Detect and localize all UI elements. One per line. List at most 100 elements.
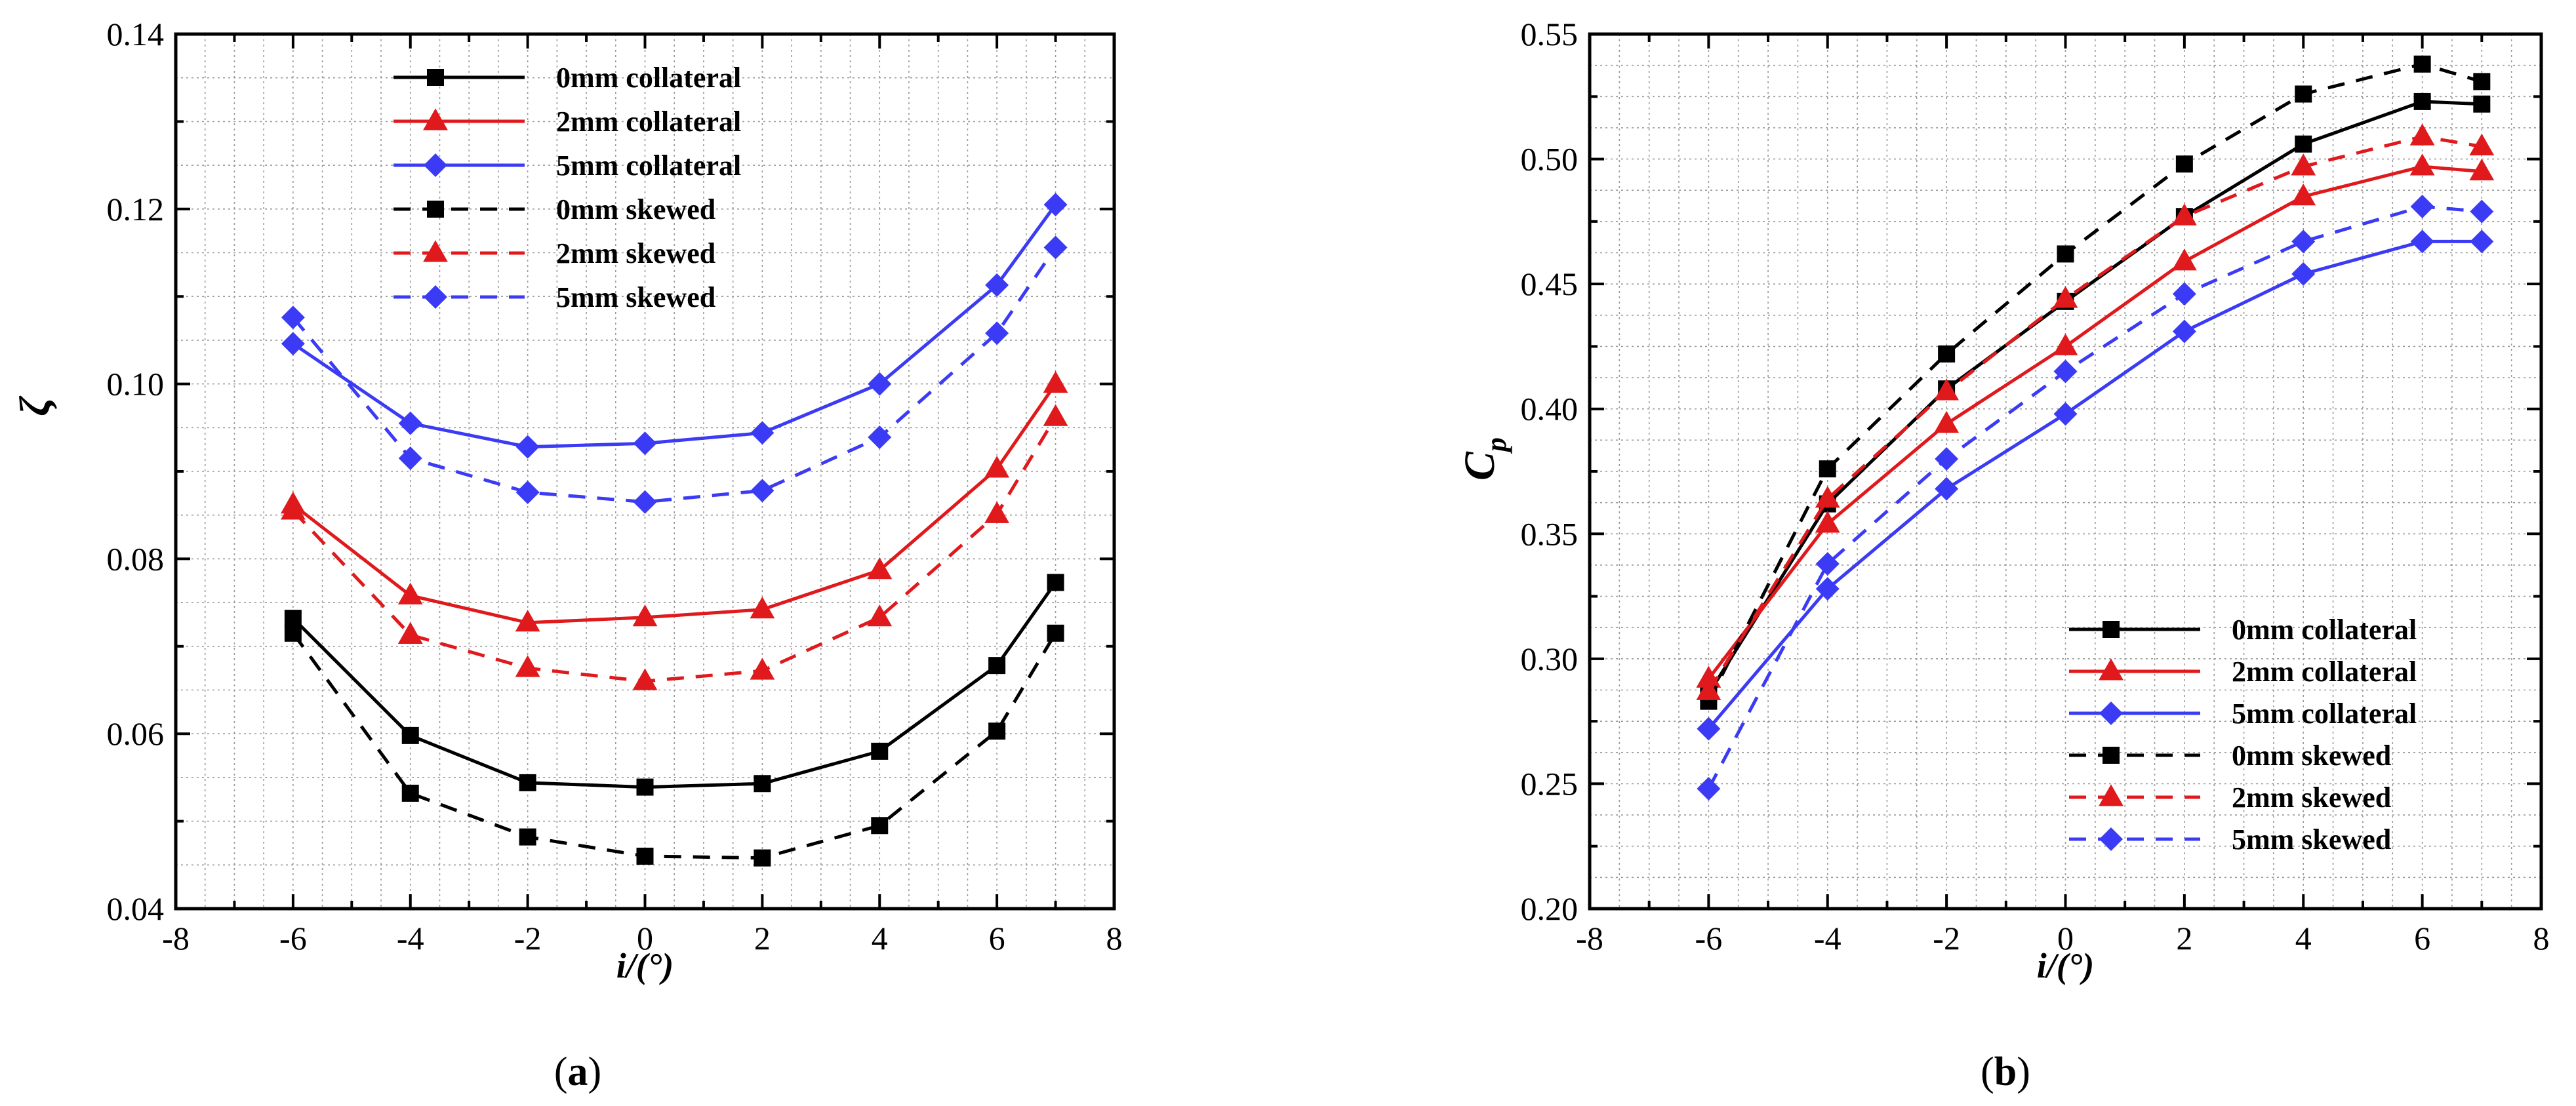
data-point (988, 722, 1006, 740)
data-point (2413, 55, 2431, 73)
ticks-b: -8 -6 -4 -2 0 2 4 6 8 0.20 0.25 0.30 0.35 0.40 0.45 0.5… (1521, 16, 2550, 957)
data-point (1935, 477, 1959, 501)
data-point (2291, 262, 2316, 286)
y-tick-label: 0.12 (107, 191, 165, 227)
data-point (2473, 95, 2491, 113)
data-point (1819, 460, 1836, 478)
series-line (291, 247, 1057, 504)
series-5mm-skewed (281, 235, 1068, 514)
series-line (1707, 134, 2482, 692)
y-tick-label: 0.55 (1521, 16, 1579, 52)
data-point (867, 557, 893, 580)
series-line (1707, 62, 2483, 702)
data-point (984, 456, 1010, 478)
legend-label: 5mm collateral (2232, 698, 2417, 730)
legend-marker (423, 108, 448, 130)
legend-label: 5mm collateral (556, 149, 741, 182)
series-2mm-skewed (280, 404, 1068, 690)
data-point (868, 372, 892, 396)
legend-marker (424, 285, 447, 309)
x-tick-label: -2 (514, 920, 542, 957)
legend-label: 5mm skewed (556, 281, 715, 313)
data-point (2413, 92, 2431, 110)
x-axis-label-a: i/(°) (616, 946, 674, 985)
data-point (754, 775, 771, 793)
series-0mm-skewed (1700, 55, 2491, 710)
data-point (284, 624, 302, 642)
data-point (1815, 486, 1840, 508)
chart-panel-a: -8 -6 -4 -2 0 2 4 6 8 0.04 0.06 0.08 0.10 0.12 0.14 0m… (11, 16, 1123, 1094)
series-b (1696, 55, 2495, 801)
legend-marker (427, 69, 444, 86)
data-point (636, 847, 654, 865)
legend-item: 0mm skewed (393, 193, 715, 226)
data-point (2172, 319, 2196, 344)
chart-panel-b: -8 -6 -4 -2 0 2 4 6 8 0.20 0.25 0.30 0.35 0.40 0.45 0.5… (1456, 16, 2550, 1094)
y-tick-label: 0.50 (1521, 141, 1579, 178)
data-point (1934, 378, 1960, 401)
data-point (1043, 235, 1068, 260)
y-axis-label-a: ζ (11, 396, 59, 416)
legend-item: 0mm collateral (393, 62, 741, 94)
data-point (2410, 194, 2434, 218)
grid-a (176, 34, 1114, 909)
legend-a: 0mm collateral 2mm collateral 5mm collater… (393, 62, 741, 313)
x-tick-label: -4 (397, 920, 424, 957)
data-point (1815, 511, 1840, 533)
data-point (1043, 193, 1068, 217)
x-tick-label: 2 (2176, 920, 2192, 957)
data-point (2053, 402, 2078, 426)
legend-item: 2mm skewed (2069, 781, 2391, 814)
y-tick-label: 0.25 (1521, 765, 1579, 802)
y-tick-label: 0.45 (1521, 266, 1579, 302)
series-line (1707, 165, 2482, 680)
x-tick-label: 0 (637, 920, 653, 957)
data-point (515, 481, 540, 505)
data-point (515, 655, 540, 677)
x-tick-label: 6 (2414, 920, 2430, 957)
legend-label: 2mm collateral (556, 106, 741, 138)
data-point (636, 778, 654, 796)
legend-marker (424, 153, 447, 177)
data-point (515, 435, 540, 459)
legend-marker (2099, 784, 2123, 806)
legend-item: 5mm collateral (393, 149, 741, 182)
legend-marker (2103, 621, 2120, 638)
x-tick-label: 8 (1106, 920, 1123, 957)
data-point (2295, 85, 2312, 103)
x-tick-label: 4 (2295, 920, 2312, 957)
legend-label: 5mm skewed (2232, 823, 2391, 856)
data-point (1938, 345, 1956, 363)
series-line (292, 203, 1057, 449)
legend-label: 0mm collateral (556, 62, 741, 94)
series-2mm-skewed (1696, 123, 2495, 700)
data-point (1696, 678, 1721, 700)
series-2mm-collateral (280, 370, 1068, 632)
legend-marker (2103, 747, 2120, 764)
data-point (284, 610, 302, 627)
legend-marker (423, 240, 448, 262)
y-tick-label: 0.14 (107, 16, 165, 52)
x-tick-label: -6 (1695, 920, 1723, 957)
x-tick-label: 8 (2533, 920, 2550, 957)
data-point (398, 411, 422, 435)
data-point (2295, 135, 2312, 153)
data-point (1815, 552, 1840, 576)
data-point (2171, 248, 2197, 271)
y-tick-label: 0.30 (1521, 641, 1579, 677)
y-axis-label-b: Cp (1456, 437, 1512, 481)
legend-b: 0mm collateral 2mm collateral 5mm collater… (2069, 614, 2417, 856)
data-point (1815, 577, 1840, 601)
series-5mm-collateral (281, 193, 1068, 459)
legend-label: 2mm collateral (2232, 656, 2417, 688)
x-tick-label: 2 (754, 920, 771, 957)
data-point (2057, 245, 2074, 263)
legend-label: 0mm skewed (556, 193, 715, 226)
x-tick-label: 6 (989, 920, 1005, 957)
data-point (867, 604, 893, 627)
data-point (401, 726, 419, 744)
data-point (871, 817, 889, 835)
data-point (988, 657, 1006, 675)
y-tick-label: 0.04 (107, 890, 165, 927)
series-5mm-skewed (1697, 194, 2494, 801)
